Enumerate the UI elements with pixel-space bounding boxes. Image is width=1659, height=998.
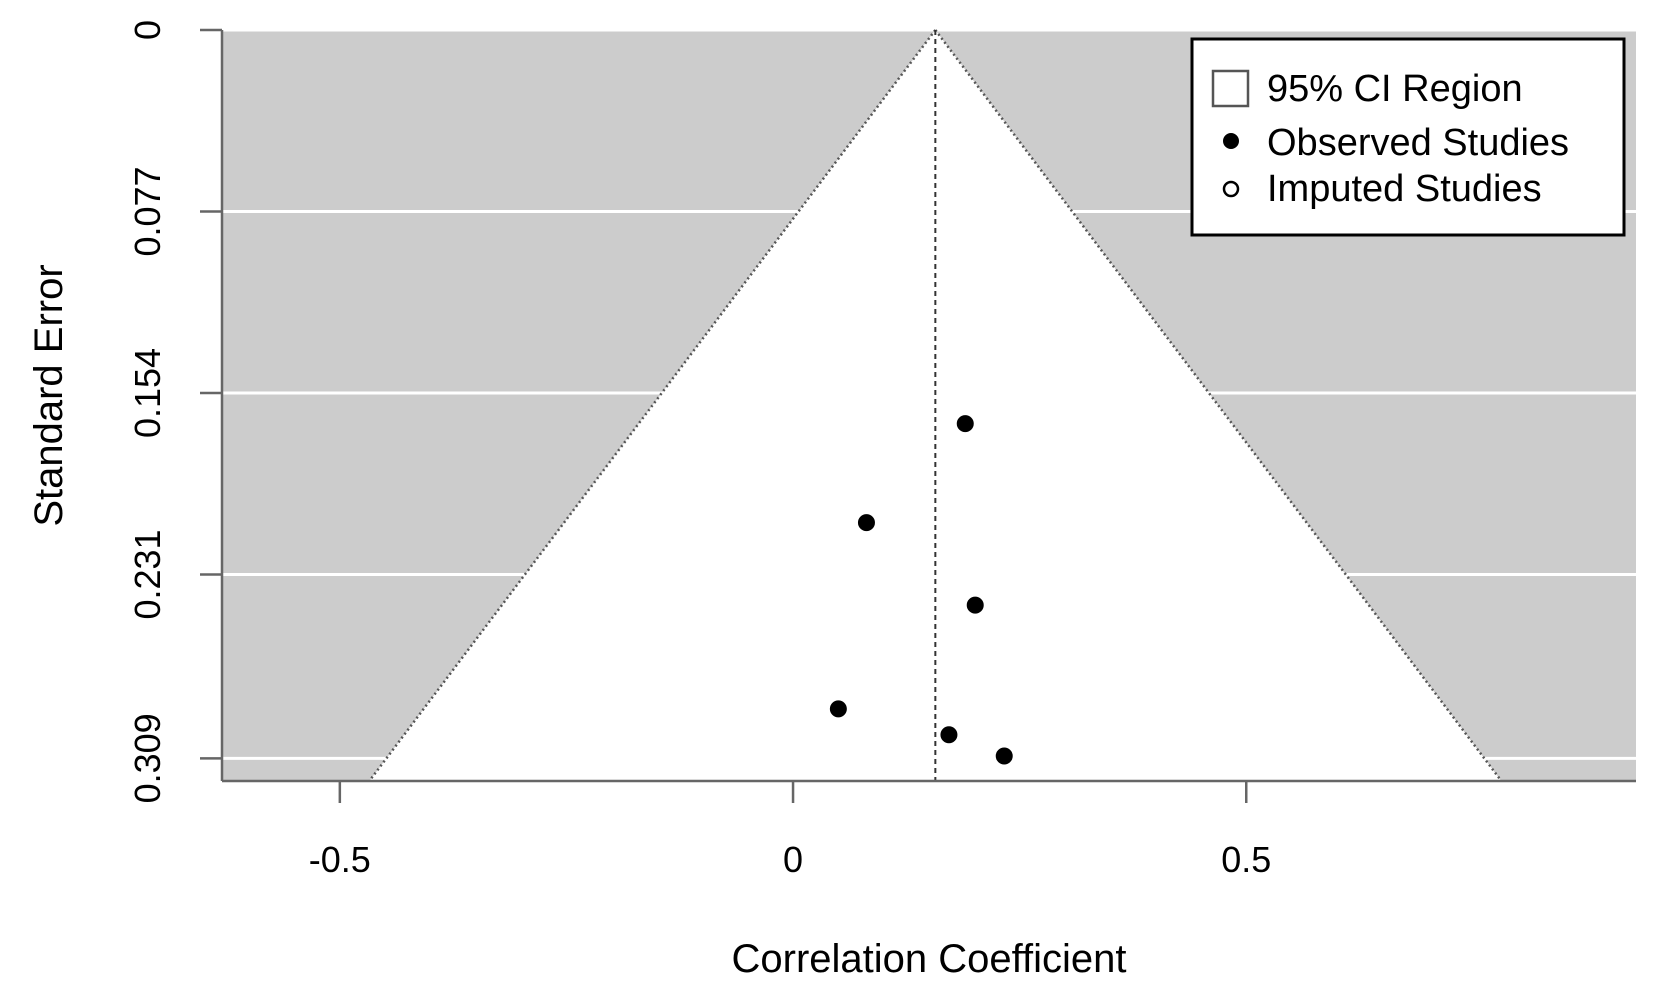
legend: 95% CI Region Observed Studies Imputed S…: [1190, 37, 1626, 237]
legend-observed-icon: [1223, 133, 1239, 149]
funnel-left-edge: [368, 29, 937, 782]
observed-point-5: [995, 747, 1013, 765]
legend-label-ci-region: 95% CI Region: [1267, 68, 1523, 110]
x-tick-label-0: -0.5: [309, 839, 371, 880]
y-tick-label-1: 0.077: [127, 166, 168, 256]
data-points: [829, 415, 1013, 765]
observed-point-2: [966, 596, 984, 614]
observed-point-1: [857, 514, 875, 532]
y-tick-label-2: 0.154: [127, 348, 168, 438]
observed-point-3: [829, 700, 847, 718]
funnel-boundary-lines: [368, 29, 1503, 782]
x-tick-label-2: 0.5: [1221, 839, 1271, 880]
y-tick-label-4: 0.309: [127, 713, 168, 803]
legend-label-observed: Observed Studies: [1267, 122, 1569, 164]
x-tick-label-1: 0: [783, 839, 803, 880]
y-tick-label-3: 0.231: [127, 529, 168, 619]
legend-box: [1190, 37, 1626, 237]
observed-point-4: [940, 726, 958, 744]
x-axis-label: Correlation Coefficient: [731, 937, 1126, 981]
legend-imputed-icon: [1222, 180, 1240, 198]
ci-funnel-region: [369, 30, 1502, 781]
funnel-right-edge: [934, 29, 1503, 782]
legend-ci-region-icon: [1211, 69, 1250, 108]
observed-point-0: [956, 415, 974, 433]
legend-label-imputed: Imputed Studies: [1267, 168, 1542, 210]
axes: -0.5 0 0.5 0 0.077 0.154 0.231 0.309: [127, 20, 1636, 880]
y-axis-label: Standard Error: [27, 264, 71, 526]
y-tick-label-0: 0: [127, 20, 168, 40]
